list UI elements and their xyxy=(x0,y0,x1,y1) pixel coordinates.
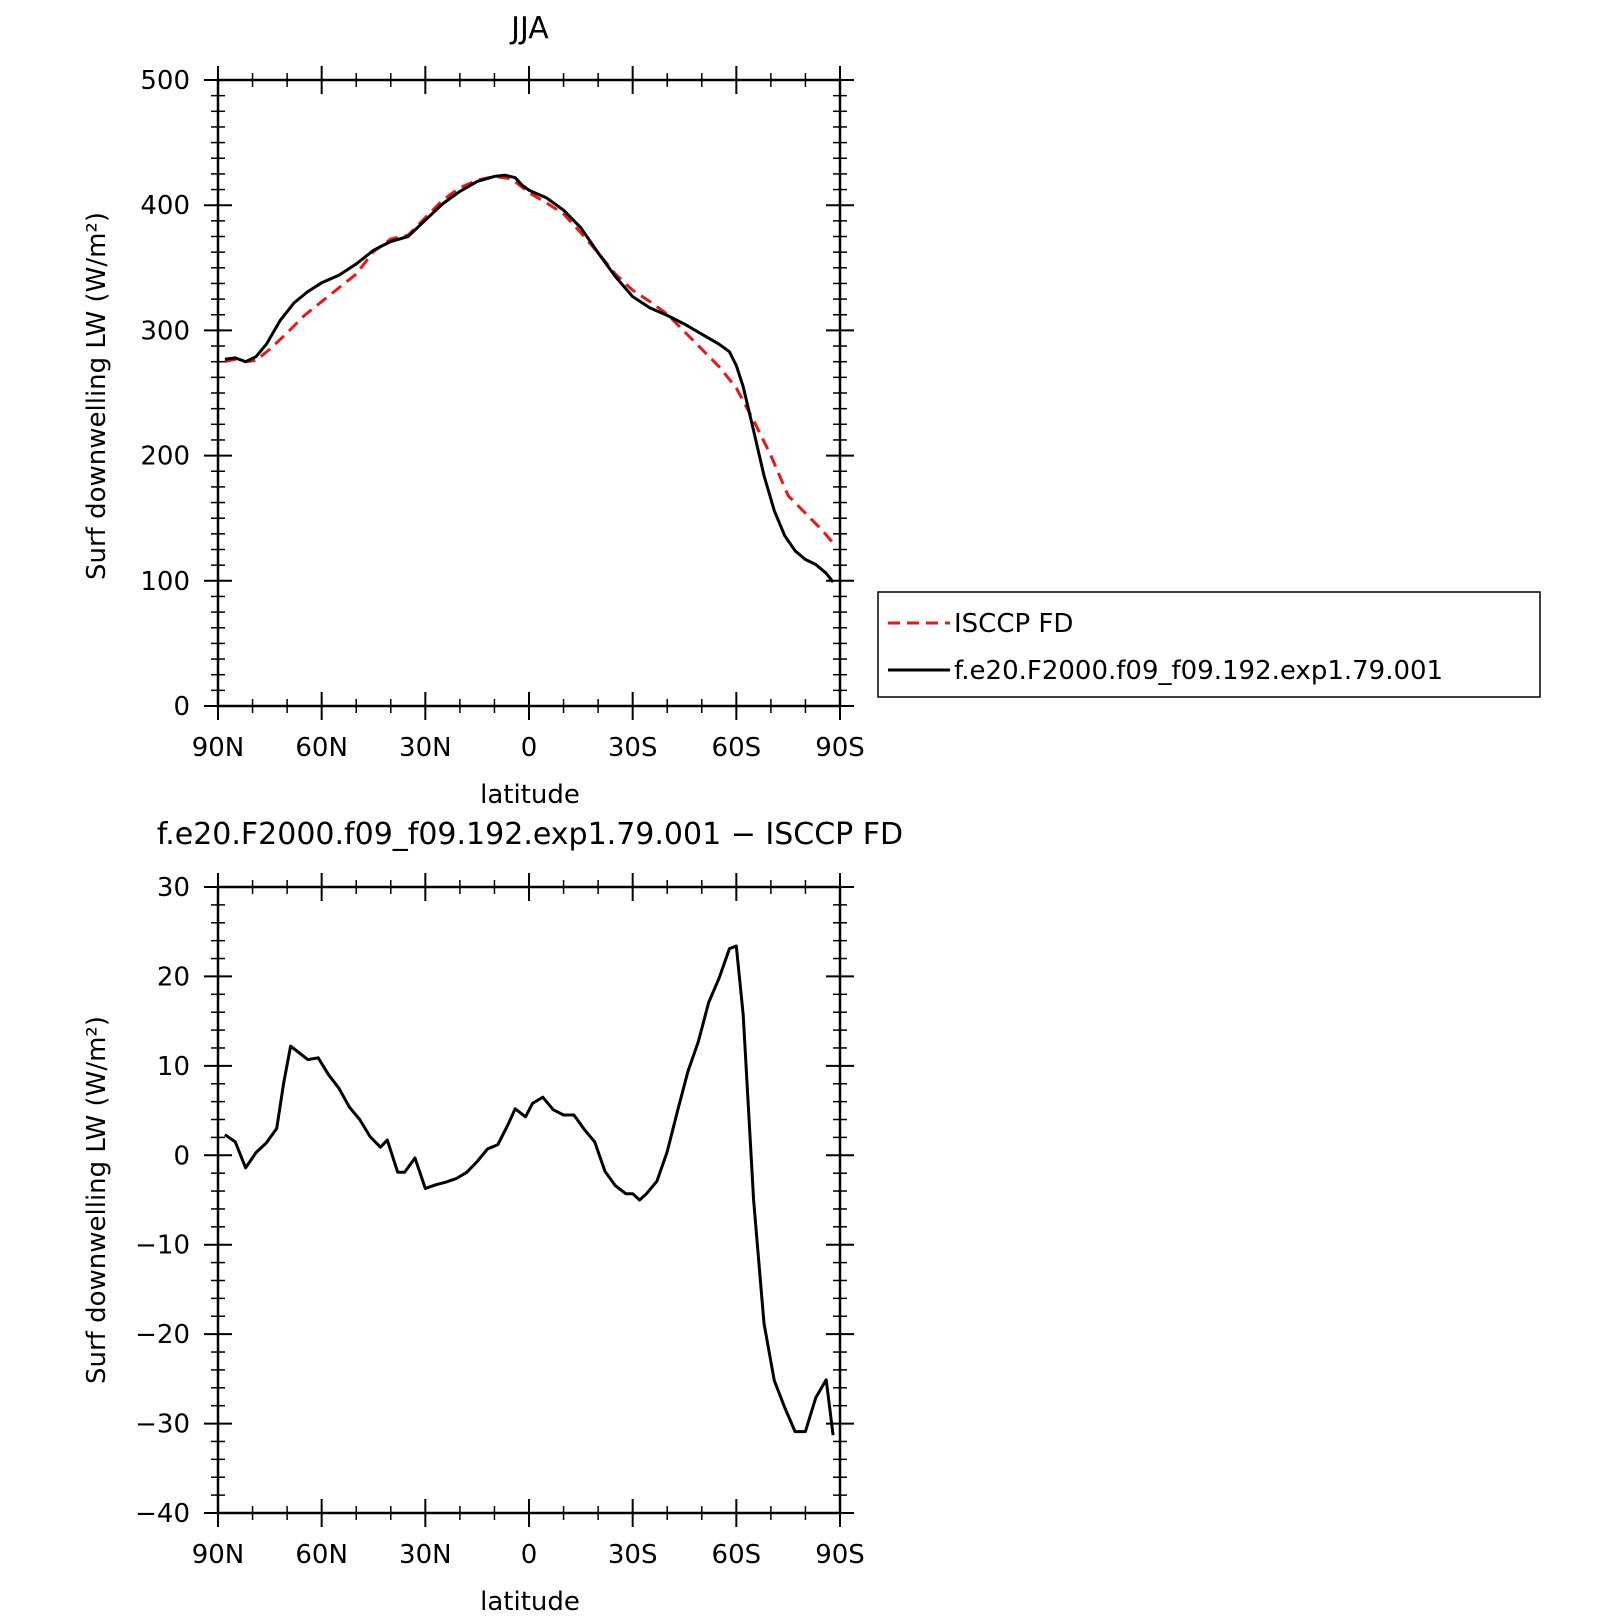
bottom-y-tick-label: −40 xyxy=(135,1499,190,1529)
bottom-y-tick-label: −20 xyxy=(135,1320,190,1350)
top-x-axis-label: latitude xyxy=(480,780,580,810)
bottom-plot-frame xyxy=(216,885,842,1515)
bottom-x-tick-label: 60S xyxy=(712,1540,762,1570)
bottom-x-tick-label: 30S xyxy=(608,1540,658,1570)
bottom-y-tick-label: −10 xyxy=(135,1231,190,1261)
top-x-tick-label: 30N xyxy=(399,733,452,763)
bottom-y-axis-label: Surf downwelling LW (W/m²) xyxy=(82,1016,112,1384)
top-y-tick-label: 100 xyxy=(140,567,190,597)
top-x-tick-label: 60S xyxy=(712,733,762,763)
top-series-line-1 xyxy=(224,173,835,584)
top-x-tick-label: 0 xyxy=(521,733,538,763)
top-y-tick-label: 300 xyxy=(140,316,190,346)
top-x-tick-label: 90S xyxy=(815,733,865,763)
bottom-x-axis-label: latitude xyxy=(480,1587,580,1617)
legend-label-isccp: ISCCP FD xyxy=(954,609,1073,639)
top-y-tick-label: 500 xyxy=(140,66,190,96)
legend-box xyxy=(877,591,1541,698)
bottom-y-tick-label: −30 xyxy=(135,1410,190,1440)
top-series-line-0 xyxy=(224,174,835,545)
bottom-y-tick-label: 20 xyxy=(157,962,190,992)
legend-label-model: f.e20.F2000.f09_f09.192.exp1.79.001 xyxy=(954,656,1443,686)
top-x-tick-label: 30S xyxy=(608,733,658,763)
top-y-axis-label: Surf downwelling LW (W/m²) xyxy=(82,212,112,580)
bottom-panel: f.e20.F2000.f09_f09.192.exp1.79.001 − IS… xyxy=(82,817,903,1617)
bottom-plot-area: 90N 60N 30N 0 30S 60S 90S −40 −30 −20 −10 0 10 20 30 xyxy=(135,873,865,1570)
top-x-tick-label: 90N xyxy=(192,733,245,763)
bottom-x-tick-label: 60N xyxy=(295,1540,348,1570)
bottom-x-tick-label: 0 xyxy=(521,1540,538,1570)
bottom-series-line-0 xyxy=(224,944,835,1436)
bottom-x-tick-label: 90S xyxy=(815,1540,865,1570)
top-panel-title: JJA xyxy=(509,11,549,46)
top-panel: JJA 90N 60N 30N 0 30S 60S 90S0100200300400500 … xyxy=(82,11,1541,810)
bottom-y-tick-label: 10 xyxy=(157,1052,190,1082)
bottom-panel-title: f.e20.F2000.f09_f09.192.exp1.79.001 − IS… xyxy=(157,817,903,852)
bottom-y-tick-label: 30 xyxy=(157,873,190,903)
top-plot-frame xyxy=(216,78,842,708)
top-y-tick-label: 400 xyxy=(140,191,190,221)
top-x-tick-label: 60N xyxy=(295,733,348,763)
top-plot-area: 90N 60N 30N 0 30S 60S 90S 0 100 200 300 400 500 xyxy=(140,66,865,763)
top-legend: ISCCP FD f.e20.F2000.f09_f09.192.exp1.79… xyxy=(877,591,1541,698)
top-y-tick-label: 200 xyxy=(140,442,190,472)
bottom-x-tick-label: 90N xyxy=(192,1540,245,1570)
top-y-tick-label: 0 xyxy=(173,692,190,722)
bottom-y-tick-label: 0 xyxy=(173,1141,190,1171)
bottom-x-tick-label: 30N xyxy=(399,1540,452,1570)
